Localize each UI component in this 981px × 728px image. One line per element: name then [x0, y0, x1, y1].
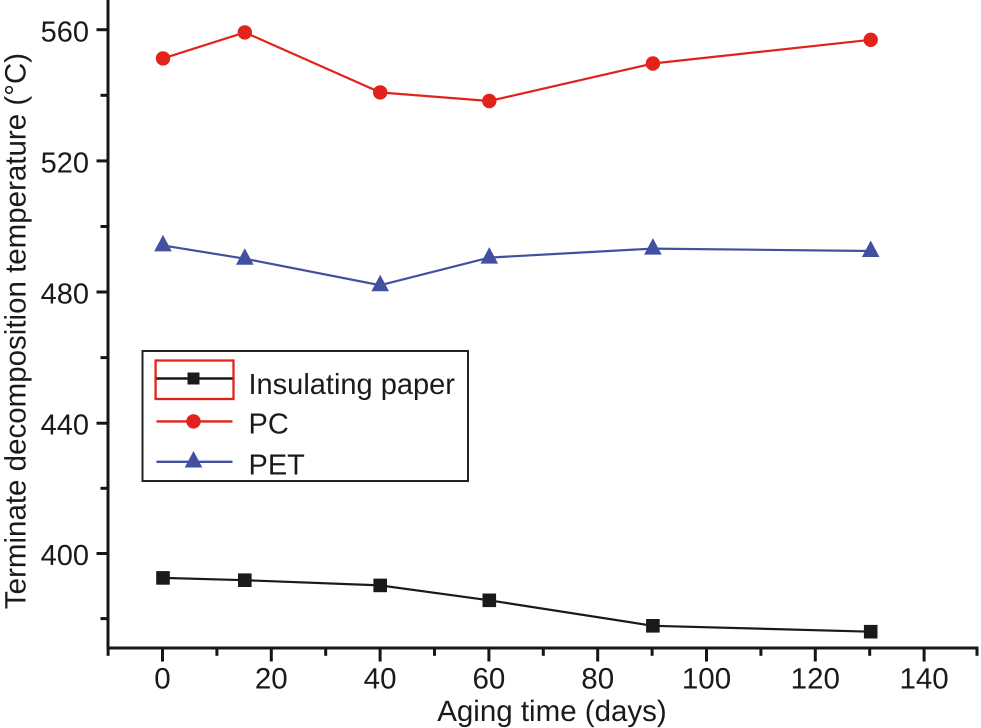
- svg-text:Terminate decomposition temper: Terminate decomposition temperature (°C): [0, 53, 32, 609]
- svg-text:PET: PET: [249, 450, 306, 482]
- svg-text:20: 20: [255, 662, 288, 695]
- svg-text:80: 80: [581, 662, 614, 695]
- svg-text:Aging time (days): Aging time (days): [437, 695, 667, 728]
- svg-text:520: 520: [41, 147, 89, 179]
- svg-text:440: 440: [41, 410, 89, 442]
- svg-text:Insulating paper: Insulating paper: [249, 369, 456, 401]
- svg-text:60: 60: [472, 662, 505, 695]
- svg-text:40: 40: [364, 662, 397, 695]
- svg-text:560: 560: [41, 16, 89, 48]
- svg-text:PC: PC: [249, 409, 289, 441]
- svg-text:120: 120: [791, 662, 840, 695]
- svg-text:100: 100: [682, 662, 731, 695]
- svg-text:400: 400: [41, 540, 89, 572]
- svg-text:480: 480: [41, 279, 89, 311]
- svg-text:140: 140: [899, 662, 948, 695]
- svg-text:0: 0: [154, 662, 170, 695]
